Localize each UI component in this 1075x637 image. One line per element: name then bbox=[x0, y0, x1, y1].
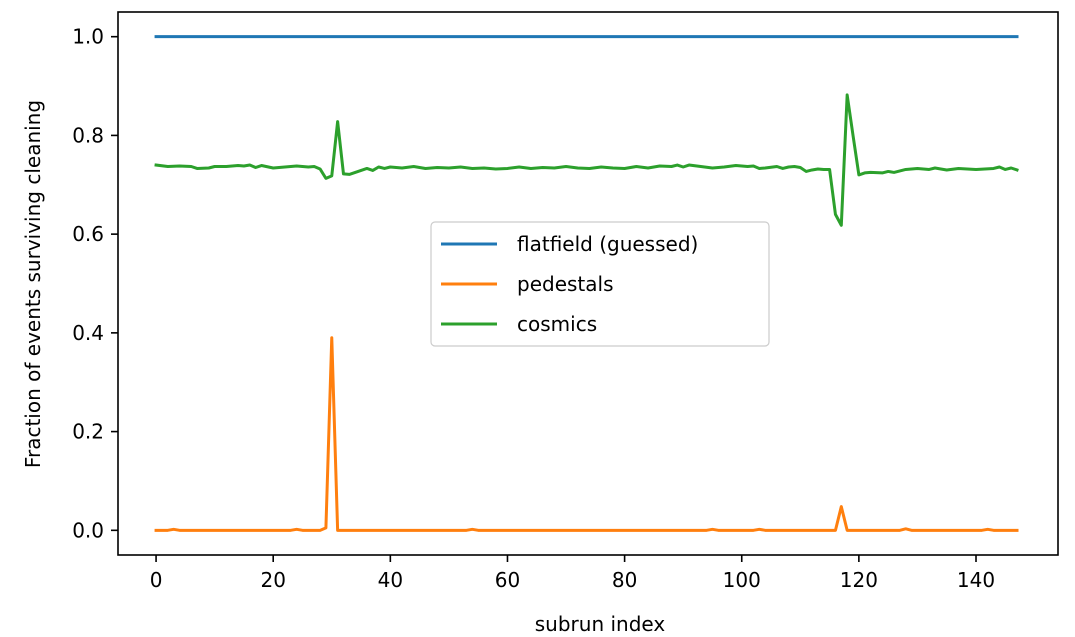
x-tick-label: 0 bbox=[150, 568, 163, 592]
x-axis: 0 20 40 60 80 100 120 140 bbox=[150, 555, 995, 592]
x-axis-label: subrun index bbox=[535, 612, 666, 636]
x-tick-label: 60 bbox=[495, 568, 520, 592]
x-tick-label: 100 bbox=[723, 568, 761, 592]
legend-label: pedestals bbox=[517, 272, 614, 296]
series-layer bbox=[154, 35, 1019, 532]
x-tick-label: 20 bbox=[260, 568, 285, 592]
y-tick-label: 0.0 bbox=[72, 518, 104, 542]
legend: flatfield (guessed) pedestals cosmics bbox=[430, 221, 770, 347]
series-line-cosmics bbox=[154, 93, 1019, 227]
x-tick-label: 140 bbox=[957, 568, 995, 592]
legend-label: cosmics bbox=[517, 312, 597, 336]
legend-label: flatfield (guessed) bbox=[517, 232, 698, 256]
y-tick-label: 1.0 bbox=[72, 25, 104, 49]
y-tick-label: 0.4 bbox=[72, 321, 104, 345]
x-tick-label: 80 bbox=[612, 568, 637, 592]
y-tick-label: 0.2 bbox=[72, 420, 104, 444]
x-tick-label: 120 bbox=[840, 568, 878, 592]
x-tick-label: 40 bbox=[378, 568, 403, 592]
plot-frame bbox=[117, 11, 1059, 556]
legend-box bbox=[430, 221, 770, 347]
y-axis: 0.0 0.2 0.4 0.6 0.8 1.0 bbox=[72, 25, 118, 542]
y-tick-label: 0.8 bbox=[72, 123, 104, 147]
series-line-pedestals bbox=[154, 336, 1019, 532]
y-axis-label: Fraction of events surviving cleaning bbox=[21, 100, 45, 468]
y-tick-label: 0.6 bbox=[72, 222, 104, 246]
